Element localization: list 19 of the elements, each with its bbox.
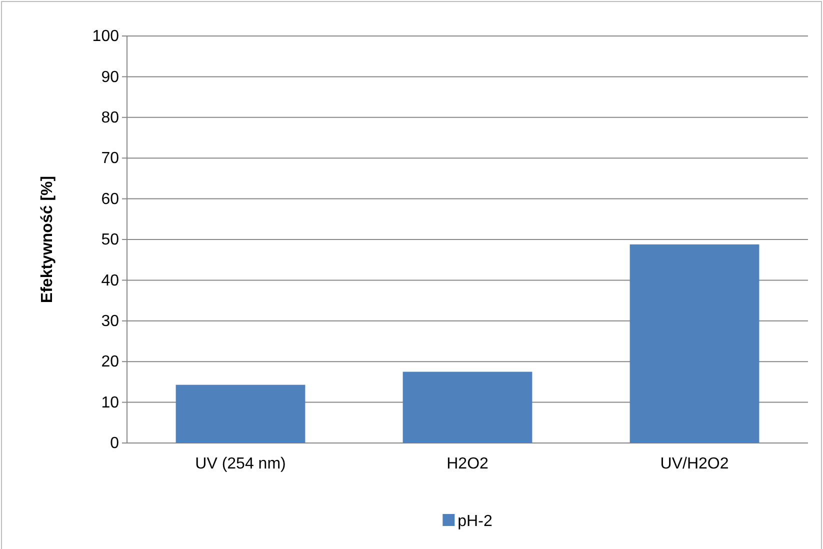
y-tick-label: 100 xyxy=(92,28,120,46)
y-tick-label: 50 xyxy=(101,232,120,249)
y-tick-label: 90 xyxy=(101,68,120,86)
y-tick-label: 30 xyxy=(101,313,120,330)
y-tick-label: 80 xyxy=(101,110,120,127)
bar xyxy=(402,372,532,443)
x-tick-label: H2O2 xyxy=(446,455,488,472)
x-tick-label: UV (254 nm) xyxy=(195,455,286,472)
y-axis-title: Efektywność [%] xyxy=(39,176,56,304)
y-tick-label: 0 xyxy=(110,435,120,452)
y-tick-label: 20 xyxy=(101,354,120,371)
y-tick-label: 60 xyxy=(101,190,120,208)
bar xyxy=(176,384,306,443)
legend-label: pH-2 xyxy=(458,513,492,530)
y-tick-label: 40 xyxy=(101,272,120,290)
bar xyxy=(630,244,760,443)
x-tick-label: UV/H2O2 xyxy=(660,455,729,472)
y-tick-label: 70 xyxy=(101,150,120,168)
y-tick-label: 10 xyxy=(101,394,120,412)
